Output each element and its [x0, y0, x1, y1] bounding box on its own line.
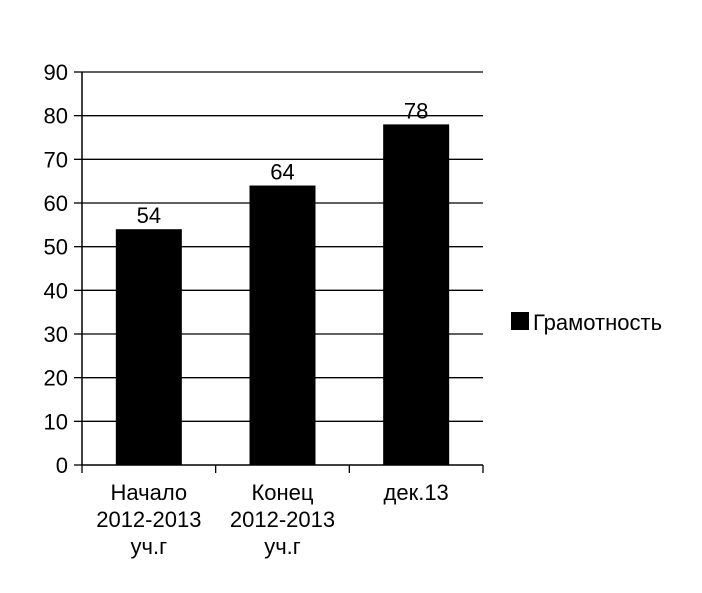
y-tick-label: 90	[44, 60, 68, 85]
y-tick-label: 30	[44, 322, 68, 347]
y-tick-label: 70	[44, 147, 68, 172]
x-tick-label: 2012-2013	[230, 507, 335, 532]
axes	[74, 71, 484, 473]
y-tick-label: 80	[44, 104, 68, 129]
data-label: 54	[137, 203, 161, 228]
x-tick-label: уч.г	[264, 534, 301, 559]
bar	[115, 229, 182, 465]
x-tick-label: 2012-2013	[96, 507, 201, 532]
x-tick-label: Конец	[251, 480, 313, 505]
y-tick-label: 50	[44, 235, 68, 260]
data-label: 78	[404, 98, 428, 123]
y-tick-label: 60	[44, 191, 68, 216]
legend: Грамотность	[511, 310, 662, 335]
y-tick-label: 20	[44, 366, 68, 391]
x-tick-label: дек.13	[384, 480, 449, 505]
legend-label: Грамотность	[533, 310, 662, 335]
data-label: 64	[270, 160, 294, 185]
y-tick-label: 10	[44, 409, 68, 434]
bar	[383, 124, 450, 466]
y-tick-label: 40	[44, 278, 68, 303]
x-tick-label: уч.г	[131, 534, 168, 559]
labels: 010203040506070809054Начало2012-2013уч.г…	[44, 60, 449, 559]
bars	[115, 124, 450, 466]
bar	[249, 185, 316, 466]
x-tick-label: Начало	[111, 480, 188, 505]
y-tick-label: 0	[56, 453, 68, 478]
legend-swatch	[511, 312, 529, 330]
